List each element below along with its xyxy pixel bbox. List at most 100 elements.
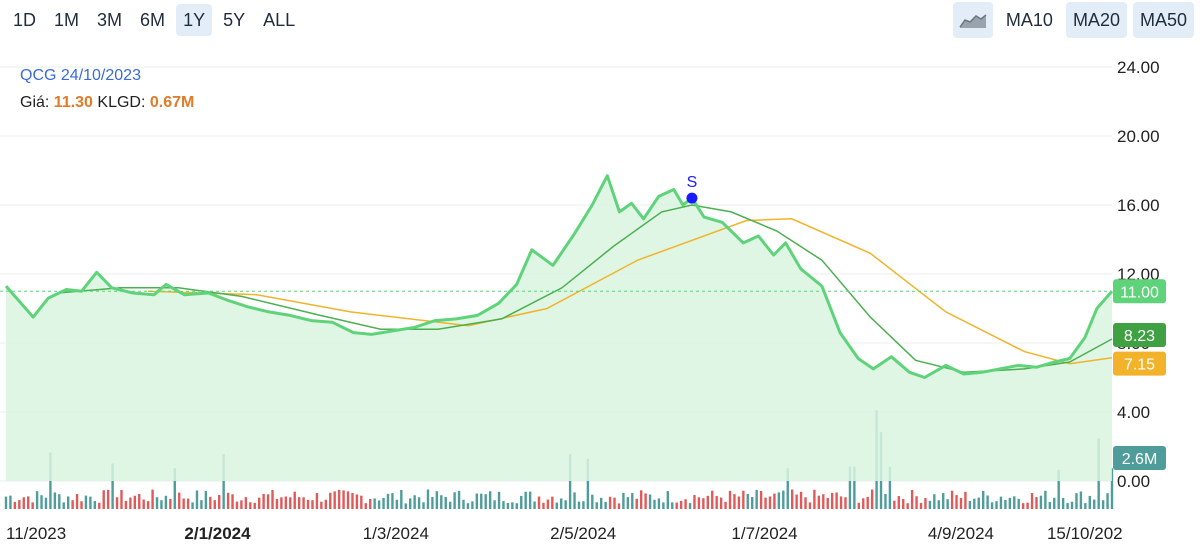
ma10-button[interactable]: MA10: [1005, 10, 1053, 30]
volume-bar: [1066, 503, 1069, 509]
volume-bar: [919, 503, 923, 509]
volume-bar: [835, 492, 838, 509]
volume-bar: [9, 495, 12, 509]
volume-bar: [786, 468, 789, 509]
volume-bar: [662, 502, 665, 509]
volume-bar: [773, 493, 776, 509]
area-chart-icon[interactable]: [952, 2, 993, 38]
volume-bar: [480, 493, 483, 509]
volume-bar: [888, 466, 892, 509]
ma50-button[interactable]: MA50: [1132, 2, 1194, 38]
volume-bar: [839, 496, 843, 509]
volume-bar: [448, 501, 452, 509]
volume-bar: [551, 496, 554, 509]
volume-bar: [138, 494, 141, 509]
volume-bar: [671, 502, 674, 509]
volume-bar: [66, 496, 70, 509]
x-tick-label: 4/9/2024: [928, 524, 994, 543]
volume-bar: [506, 502, 510, 509]
volume-bar: [311, 500, 314, 509]
volume-bar: [617, 503, 621, 509]
volume-bar: [955, 495, 958, 509]
volume-bar: [178, 492, 181, 509]
ma20-button[interactable]: MA20: [1065, 2, 1127, 38]
volume-bar: [164, 495, 168, 509]
volume-bar: [1084, 503, 1087, 509]
timeframe-bar: 1D 1M 3M 6M 1Y 5Y ALL: [6, 4, 302, 36]
volume-bar: [1044, 490, 1047, 509]
volume-bar: [542, 502, 545, 509]
volume-bar: [151, 489, 154, 509]
volume-bar: [737, 496, 741, 509]
volume-bar: [777, 492, 781, 509]
volume-bar: [329, 492, 332, 509]
timeframe-5y-button[interactable]: 5Y: [223, 10, 246, 30]
volume-bar: [724, 501, 727, 509]
volume-bar: [715, 496, 718, 509]
ma50-badge: 7.15: [1113, 351, 1166, 376]
volume-bar: [426, 489, 430, 509]
volume-bar: [799, 491, 803, 509]
volume-bar: [155, 497, 159, 509]
volume-bar: [120, 490, 123, 509]
volume-bar: [293, 491, 296, 509]
y-tick-label: 20.00: [1117, 127, 1160, 146]
svg-text:7.15: 7.15: [1124, 357, 1155, 374]
volume-bar: [124, 500, 128, 509]
volume-value: 0.67M: [149, 94, 195, 111]
volume-bar: [706, 495, 709, 509]
volume-bar: [759, 491, 763, 509]
volume-bar: [573, 492, 576, 509]
volume-bar: [1057, 469, 1060, 509]
timeframe-3m-button[interactable]: 3M: [97, 10, 123, 30]
volume-bar: [502, 501, 505, 509]
signal-marker: S: [686, 174, 698, 204]
timeframe-1y-button[interactable]: 1Y: [176, 4, 213, 36]
volume-bar: [795, 494, 798, 509]
y-tick-label: 16.00: [1117, 196, 1160, 215]
volume-bar: [391, 493, 394, 509]
volume-bar: [462, 499, 465, 509]
volume-bar: [515, 503, 519, 509]
volume-bar: [1101, 500, 1105, 509]
volume-bar: [89, 496, 92, 509]
volume-bar: [133, 495, 137, 509]
volume-bar: [62, 502, 65, 509]
volume-bar: [782, 490, 785, 509]
volume-bar: [351, 492, 354, 509]
volume-bar: [528, 491, 532, 509]
volume-bar: [333, 491, 336, 509]
volume-bar: [697, 497, 701, 509]
volume-bar: [622, 492, 625, 509]
ma-bar: MA10 MA20 MA50: [952, 2, 1194, 38]
volume-bar: [755, 489, 758, 509]
volume-bar: [666, 491, 670, 509]
volume-bar: [115, 497, 119, 509]
volume-bar: [169, 498, 172, 509]
volume-bar: [928, 500, 932, 509]
volume-bar: [768, 496, 772, 509]
value-badges: 11.00 8.23 7.15 2.6M: [1113, 279, 1166, 470]
timeframe-1d-button[interactable]: 1D: [13, 10, 37, 30]
symbol-date: QCG 24/10/2023: [20, 67, 141, 84]
volume-bar: [386, 493, 390, 509]
svg-text:8.23: 8.23: [1124, 328, 1155, 345]
signal-dot[interactable]: [686, 192, 698, 204]
volume-bar: [364, 503, 367, 509]
volume-bar: [733, 494, 736, 509]
volume-bar: [595, 502, 598, 509]
volume-bar: [853, 466, 856, 509]
volume-bar: [297, 497, 301, 509]
volume-bar: [373, 498, 376, 509]
volume-bar: [555, 502, 558, 509]
timeframe-all-button[interactable]: ALL: [263, 10, 296, 30]
volume-bar: [790, 489, 794, 509]
volume-bar: [253, 502, 256, 509]
timeframe-1m-button[interactable]: 1M: [54, 10, 80, 30]
volume-bar: [702, 498, 705, 509]
timeframe-6m-button[interactable]: 6M: [140, 10, 166, 30]
volume-bar: [933, 494, 936, 509]
volume-bar: [613, 497, 616, 509]
